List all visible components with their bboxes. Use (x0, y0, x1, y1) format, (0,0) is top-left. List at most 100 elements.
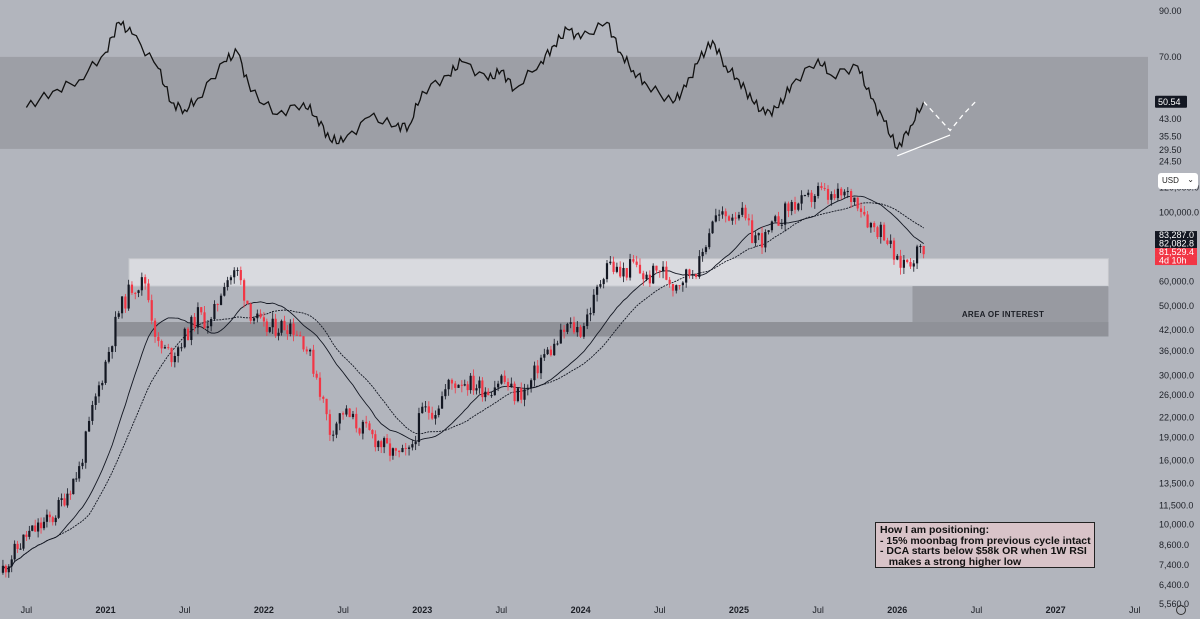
price-tick-label: 100,000.0 (1159, 207, 1199, 217)
candle-body (22, 534, 25, 549)
candle-body (490, 395, 493, 397)
candle-body (836, 188, 840, 199)
note-line: makes a strong higher low (880, 555, 1022, 568)
rsi-tick-label: 43.00 (1159, 114, 1182, 124)
candle-body (383, 438, 386, 448)
candle-body (295, 334, 298, 336)
note-line: - 15% moonbag from previous cycle intact (880, 534, 1091, 547)
candle-body (75, 478, 78, 480)
candle-body (863, 211, 866, 215)
candle-body (252, 318, 256, 321)
candle-body (599, 284, 602, 287)
candle-body (896, 255, 899, 260)
candle-body (454, 383, 457, 388)
candle-body (777, 216, 780, 226)
candle-body (210, 319, 213, 327)
candle-body (652, 265, 655, 284)
candle-body (130, 284, 134, 293)
candle-body (810, 192, 813, 202)
timezone-settings-icon[interactable] (1176, 605, 1186, 615)
candle-body (196, 307, 200, 328)
candle-body (563, 329, 566, 332)
support-zone (114, 322, 1109, 337)
candle-body (681, 282, 684, 286)
candle-body (411, 444, 414, 448)
candle-body (277, 332, 280, 336)
candle-body (87, 420, 91, 432)
candle-body (899, 255, 902, 268)
candle-body (424, 406, 427, 408)
candle-body (628, 259, 632, 278)
candle-body (117, 313, 120, 317)
candle-body (609, 261, 612, 264)
candle-body (572, 322, 576, 333)
candle-body (388, 443, 392, 456)
time-tick-label: Jul (21, 605, 33, 615)
candle-body (31, 525, 34, 531)
candle-body (493, 387, 496, 396)
candle-body (318, 377, 322, 397)
time-tick-label: Jul (179, 605, 191, 615)
candle-body (466, 384, 469, 391)
candle-body (312, 349, 315, 374)
candle-body (784, 203, 787, 225)
price-tags: 83,287.082,082.881,529.44d 10h (1155, 230, 1197, 266)
candle-body (744, 207, 747, 219)
candle-body (727, 216, 731, 221)
candle-body (160, 340, 163, 349)
candle-body (308, 349, 312, 352)
candle-body (134, 292, 137, 294)
candle-body (826, 188, 830, 200)
moving-average-line (2, 202, 924, 570)
area-of-interest-label: AREA OF INTEREST (961, 310, 1045, 319)
currency-button[interactable]: USD ⌄ (1158, 173, 1198, 189)
candle-body (478, 380, 481, 389)
price-tick-label: 42,000.0 (1159, 325, 1194, 335)
candle-body (4, 565, 7, 573)
candle-body (391, 448, 395, 456)
candle-body (579, 326, 582, 337)
candle-body (401, 447, 404, 453)
candle-body (592, 294, 595, 314)
candle-body (69, 493, 72, 495)
candle-body (790, 202, 793, 212)
candle-body (101, 382, 104, 386)
candle-body (661, 266, 665, 272)
zones (114, 258, 1109, 337)
candle-body (793, 202, 797, 210)
candle-body (576, 326, 579, 333)
candle-body (513, 383, 516, 402)
candle-body (97, 385, 101, 397)
price-tick-label: 8,600.0 (1159, 540, 1189, 550)
candle-body (177, 347, 180, 357)
candle-body (51, 517, 54, 523)
candle-body (45, 514, 49, 522)
rsi-current-value-tag: 50.54 (1155, 95, 1187, 108)
time-tick-label: Jul (1129, 605, 1141, 615)
candle-body (450, 379, 454, 384)
candle-body (688, 269, 691, 276)
candle-body (516, 388, 520, 402)
candle-body (481, 380, 484, 398)
candle-body (63, 498, 66, 506)
candle-body (642, 273, 645, 280)
candle-body (602, 279, 605, 285)
candle-body (807, 192, 810, 196)
price-tick-label: 10,000.0 (1159, 519, 1194, 529)
candle-body (107, 351, 110, 362)
price-tick-label: 5,560.0 (1159, 599, 1189, 609)
rsi-band (0, 56, 1148, 149)
candle-body (882, 224, 886, 241)
candle-body (530, 380, 533, 388)
candle-body (866, 214, 869, 228)
candle-body (345, 408, 348, 415)
candle-body (203, 312, 206, 328)
chevron-down-icon: ⌄ (1187, 175, 1194, 184)
candle-body (335, 423, 338, 435)
candle-body (569, 322, 572, 324)
candle-body (751, 220, 754, 244)
candle-body (407, 447, 411, 449)
candle-body (595, 286, 599, 295)
